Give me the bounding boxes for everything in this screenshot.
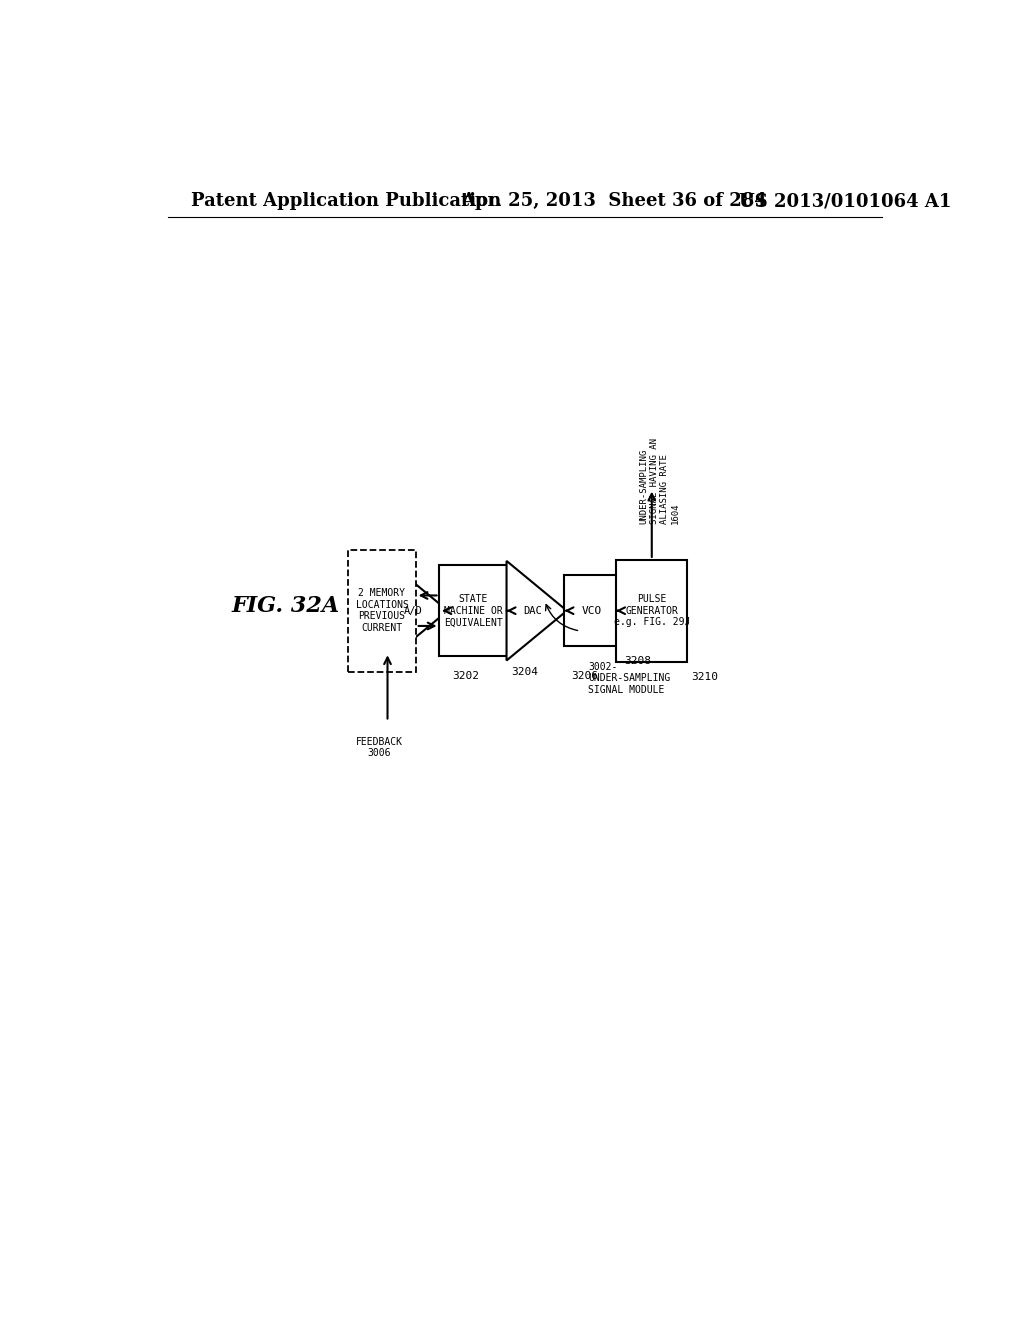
Text: FIG. 32A: FIG. 32A	[231, 594, 339, 616]
FancyBboxPatch shape	[564, 576, 620, 647]
FancyBboxPatch shape	[439, 565, 507, 656]
Text: A/D: A/D	[403, 606, 423, 615]
FancyBboxPatch shape	[348, 549, 416, 672]
Text: Patent Application Publication: Patent Application Publication	[191, 193, 502, 210]
Text: PULSE
GENERATOR
e.g. FIG. 29J: PULSE GENERATOR e.g. FIG. 29J	[613, 594, 690, 627]
Text: 3208: 3208	[624, 656, 651, 667]
Text: VCO: VCO	[582, 606, 602, 615]
Text: 3202: 3202	[452, 671, 479, 681]
Polygon shape	[507, 561, 567, 660]
Text: DAC: DAC	[523, 606, 542, 615]
Text: 2 MEMORY
LOCATIONS
PREVIOUS
CURRENT: 2 MEMORY LOCATIONS PREVIOUS CURRENT	[355, 589, 409, 634]
Text: 3210: 3210	[691, 672, 719, 681]
FancyBboxPatch shape	[616, 560, 687, 661]
Text: 3206: 3206	[570, 671, 598, 681]
Text: US 2013/0101064 A1: US 2013/0101064 A1	[739, 193, 951, 210]
Text: 3204: 3204	[511, 667, 538, 677]
Text: 3002-
UNDER-SAMPLING
SIGNAL MODULE: 3002- UNDER-SAMPLING SIGNAL MODULE	[588, 661, 671, 694]
Text: UNDER-SAMPLING
SIGNAL HAVING AN
ALIASING RATE
1604: UNDER-SAMPLING SIGNAL HAVING AN ALIASING…	[639, 438, 680, 524]
Polygon shape	[387, 561, 447, 660]
Text: FEEDBACK
3006: FEEDBACK 3006	[356, 737, 403, 758]
Text: STATE
MACHINE OR
EQUIVALENT: STATE MACHINE OR EQUIVALENT	[443, 594, 503, 627]
Text: Apr. 25, 2013  Sheet 36 of 284: Apr. 25, 2013 Sheet 36 of 284	[461, 193, 767, 210]
